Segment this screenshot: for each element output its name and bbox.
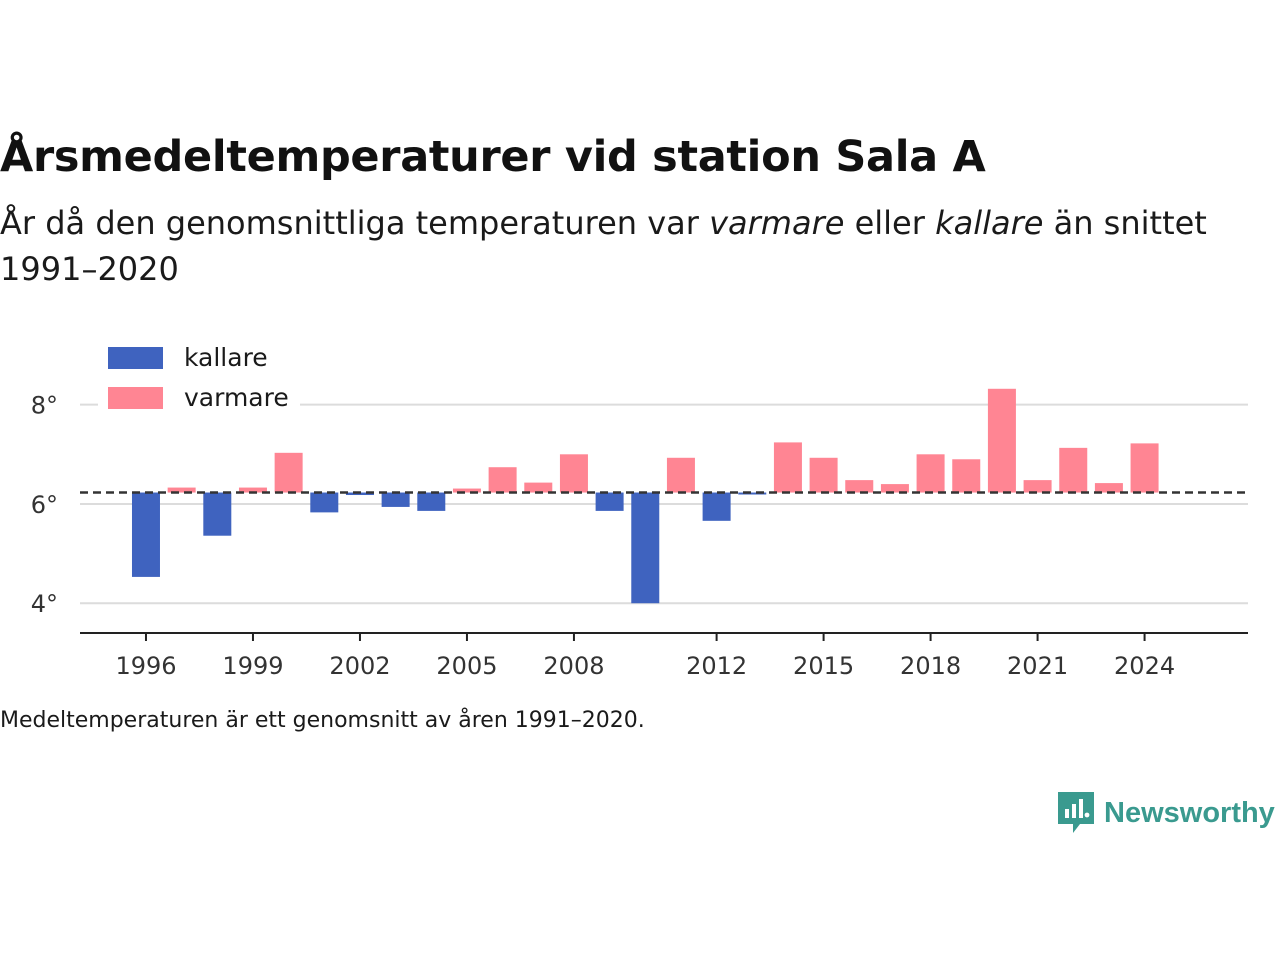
bar-2024-varmare: [1130, 443, 1159, 493]
subtitle-part-2: eller: [844, 204, 936, 242]
x-tick-label: 2015: [793, 652, 854, 680]
bar-2003-kallare: [381, 492, 410, 507]
legend-label-varmare: varmare: [184, 383, 289, 412]
bar-chart: 4° 6° 8° 1996 1999 2002 2005 2008 2012 2015 2018 2…: [31, 338, 1248, 680]
bar-2004-kallare: [417, 492, 446, 511]
bars: [131, 388, 1159, 604]
bar-2018-varmare: [916, 454, 945, 493]
x-tick-label: 2012: [686, 652, 747, 680]
bar-2019-varmare: [952, 459, 981, 493]
x-tick-label: 2024: [1114, 652, 1175, 680]
bar-2014-varmare: [773, 442, 802, 493]
x-axis-ticks: 1996 1999 2002 2005 2008 2012 2015 2018 2021 2024: [115, 633, 1175, 680]
x-tick-label: 1999: [222, 652, 283, 680]
x-tick-label: 2008: [543, 652, 604, 680]
brand-name: Newsworthy: [1104, 796, 1275, 829]
chart-title: Årsmedeltemperaturer vid station Sala A: [0, 132, 986, 182]
bar-2010-kallare: [631, 492, 660, 604]
legend-label-kallare: kallare: [184, 343, 268, 372]
bar-2001-kallare: [310, 492, 339, 513]
bar-2015-varmare: [809, 457, 838, 493]
x-tick-label: 2002: [329, 652, 390, 680]
brand-logo: Newsworthy: [1058, 792, 1275, 834]
bar-2023-varmare: [1094, 483, 1123, 493]
chart-subtitle: År då den genomsnittliga temperaturen va…: [0, 200, 1220, 292]
grid-lines: [80, 403, 1248, 605]
legend-swatch-varmare: [108, 387, 163, 409]
bar-2009-kallare: [595, 492, 624, 511]
subtitle-emphasis-colder: kallare: [935, 204, 1044, 242]
subtitle-part-3: än snittet 1991–2020: [0, 204, 1207, 288]
bar-2013-kallare: [738, 492, 767, 495]
bar-2000-varmare: [274, 452, 303, 493]
bar-2007-varmare: [524, 482, 553, 493]
bar-2020-varmare: [987, 388, 1016, 493]
bar-2012-kallare: [702, 492, 731, 521]
bar-2021-varmare: [1023, 480, 1052, 493]
subtitle-emphasis-warmer: varmare: [709, 204, 845, 242]
legend-swatch-kallare: [108, 347, 163, 369]
x-tick-label: 1996: [115, 652, 176, 680]
bar-1998-kallare: [203, 492, 232, 536]
bar-1997-varmare: [167, 487, 196, 493]
bar-2005-varmare: [452, 488, 481, 493]
chart-footnote: Medeltemperaturen är ett genomsnitt av å…: [0, 708, 645, 733]
y-tick-label: 4°: [31, 590, 58, 618]
bar-2006-varmare: [488, 467, 517, 493]
y-tick-label: 8°: [31, 392, 58, 420]
bar-2022-varmare: [1059, 447, 1088, 493]
y-tick-label: 6°: [31, 491, 58, 519]
bar-1999-varmare: [238, 487, 267, 493]
bar-2017-varmare: [880, 484, 909, 493]
x-tick-label: 2021: [1007, 652, 1068, 680]
x-tick-label: 2018: [900, 652, 961, 680]
x-tick-label: 2005: [436, 652, 497, 680]
y-axis-ticks: 4° 6° 8°: [31, 392, 58, 619]
bar-1996-kallare: [131, 492, 160, 577]
bar-2016-varmare: [845, 480, 874, 493]
legend: kallare varmare: [98, 338, 300, 420]
newsworthy-logo-icon: [1058, 792, 1094, 833]
bar-2011-varmare: [666, 457, 695, 493]
bar-2008-varmare: [559, 454, 588, 493]
subtitle-part-1: År då den genomsnittliga temperaturen va…: [0, 204, 710, 242]
